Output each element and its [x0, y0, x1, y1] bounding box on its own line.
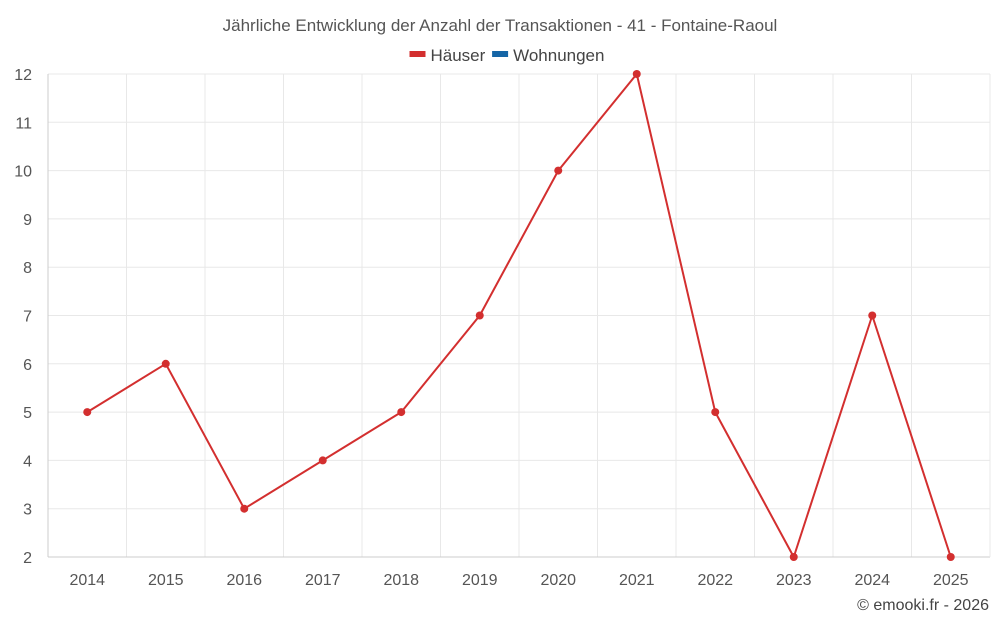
- y-tick-label: 12: [14, 67, 32, 84]
- axes: [47, 74, 991, 558]
- y-tick-label: 11: [15, 115, 32, 132]
- y-tick-label: 6: [23, 357, 32, 374]
- x-tick-label: 2023: [776, 572, 812, 589]
- y-tick-label: 2: [23, 550, 32, 567]
- x-tick-label: 2015: [148, 572, 184, 589]
- data-point: [711, 408, 720, 417]
- x-tick-label: 2021: [619, 572, 655, 589]
- y-tick-label: 8: [23, 260, 32, 277]
- x-tick-label: 2020: [540, 572, 576, 589]
- credit-text: © emooki.fr - 2026: [857, 597, 989, 614]
- x-tick-label: 2014: [69, 572, 105, 589]
- data-point: [632, 70, 641, 78]
- x-tick-label: 2024: [854, 572, 890, 589]
- x-tick-labels: 2014 2015 2016 2017 2018 2019 2020 2021 2022 2023…: [69, 572, 968, 589]
- legend-swatch-haeuser: [409, 51, 426, 57]
- legend-swatch-wohnungen: [492, 51, 509, 57]
- data-point: [83, 408, 92, 417]
- y-tick-label: 7: [23, 309, 32, 326]
- data-point: [868, 311, 877, 320]
- y-tick-label: 3: [23, 502, 32, 519]
- legend-label: Wohnungen: [513, 46, 604, 65]
- y-tick-label: 5: [23, 405, 32, 422]
- data-point: [789, 553, 798, 561]
- data-point: [475, 311, 484, 320]
- legend-label: Häuser: [431, 46, 486, 65]
- series-points: [83, 70, 955, 561]
- data-point: [318, 456, 327, 465]
- series-lines: [86, 73, 952, 558]
- x-tick-label: 2017: [305, 572, 341, 589]
- chart-title: Jährliche Entwicklung der Anzahl der Tra…: [223, 16, 778, 35]
- y-tick-labels: 2 3 4 5 6 7 8 9 10 11 12: [14, 67, 32, 567]
- x-tick-label: 2025: [933, 572, 969, 589]
- series-line: [86, 73, 952, 558]
- y-tick-label: 10: [14, 164, 32, 181]
- x-tick-label: 2019: [462, 572, 498, 589]
- x-tick-label: 2016: [226, 572, 262, 589]
- data-point: [554, 166, 563, 175]
- y-tick-label: 4: [23, 453, 32, 470]
- data-point: [397, 408, 406, 417]
- y-tick-label: 9: [23, 212, 32, 229]
- x-tick-label: 2018: [383, 572, 419, 589]
- data-point: [946, 553, 955, 561]
- x-tick-label: 2022: [697, 572, 733, 589]
- data-point: [161, 359, 170, 368]
- legend: Häuser Wohnungen: [409, 46, 604, 65]
- data-point: [240, 504, 249, 513]
